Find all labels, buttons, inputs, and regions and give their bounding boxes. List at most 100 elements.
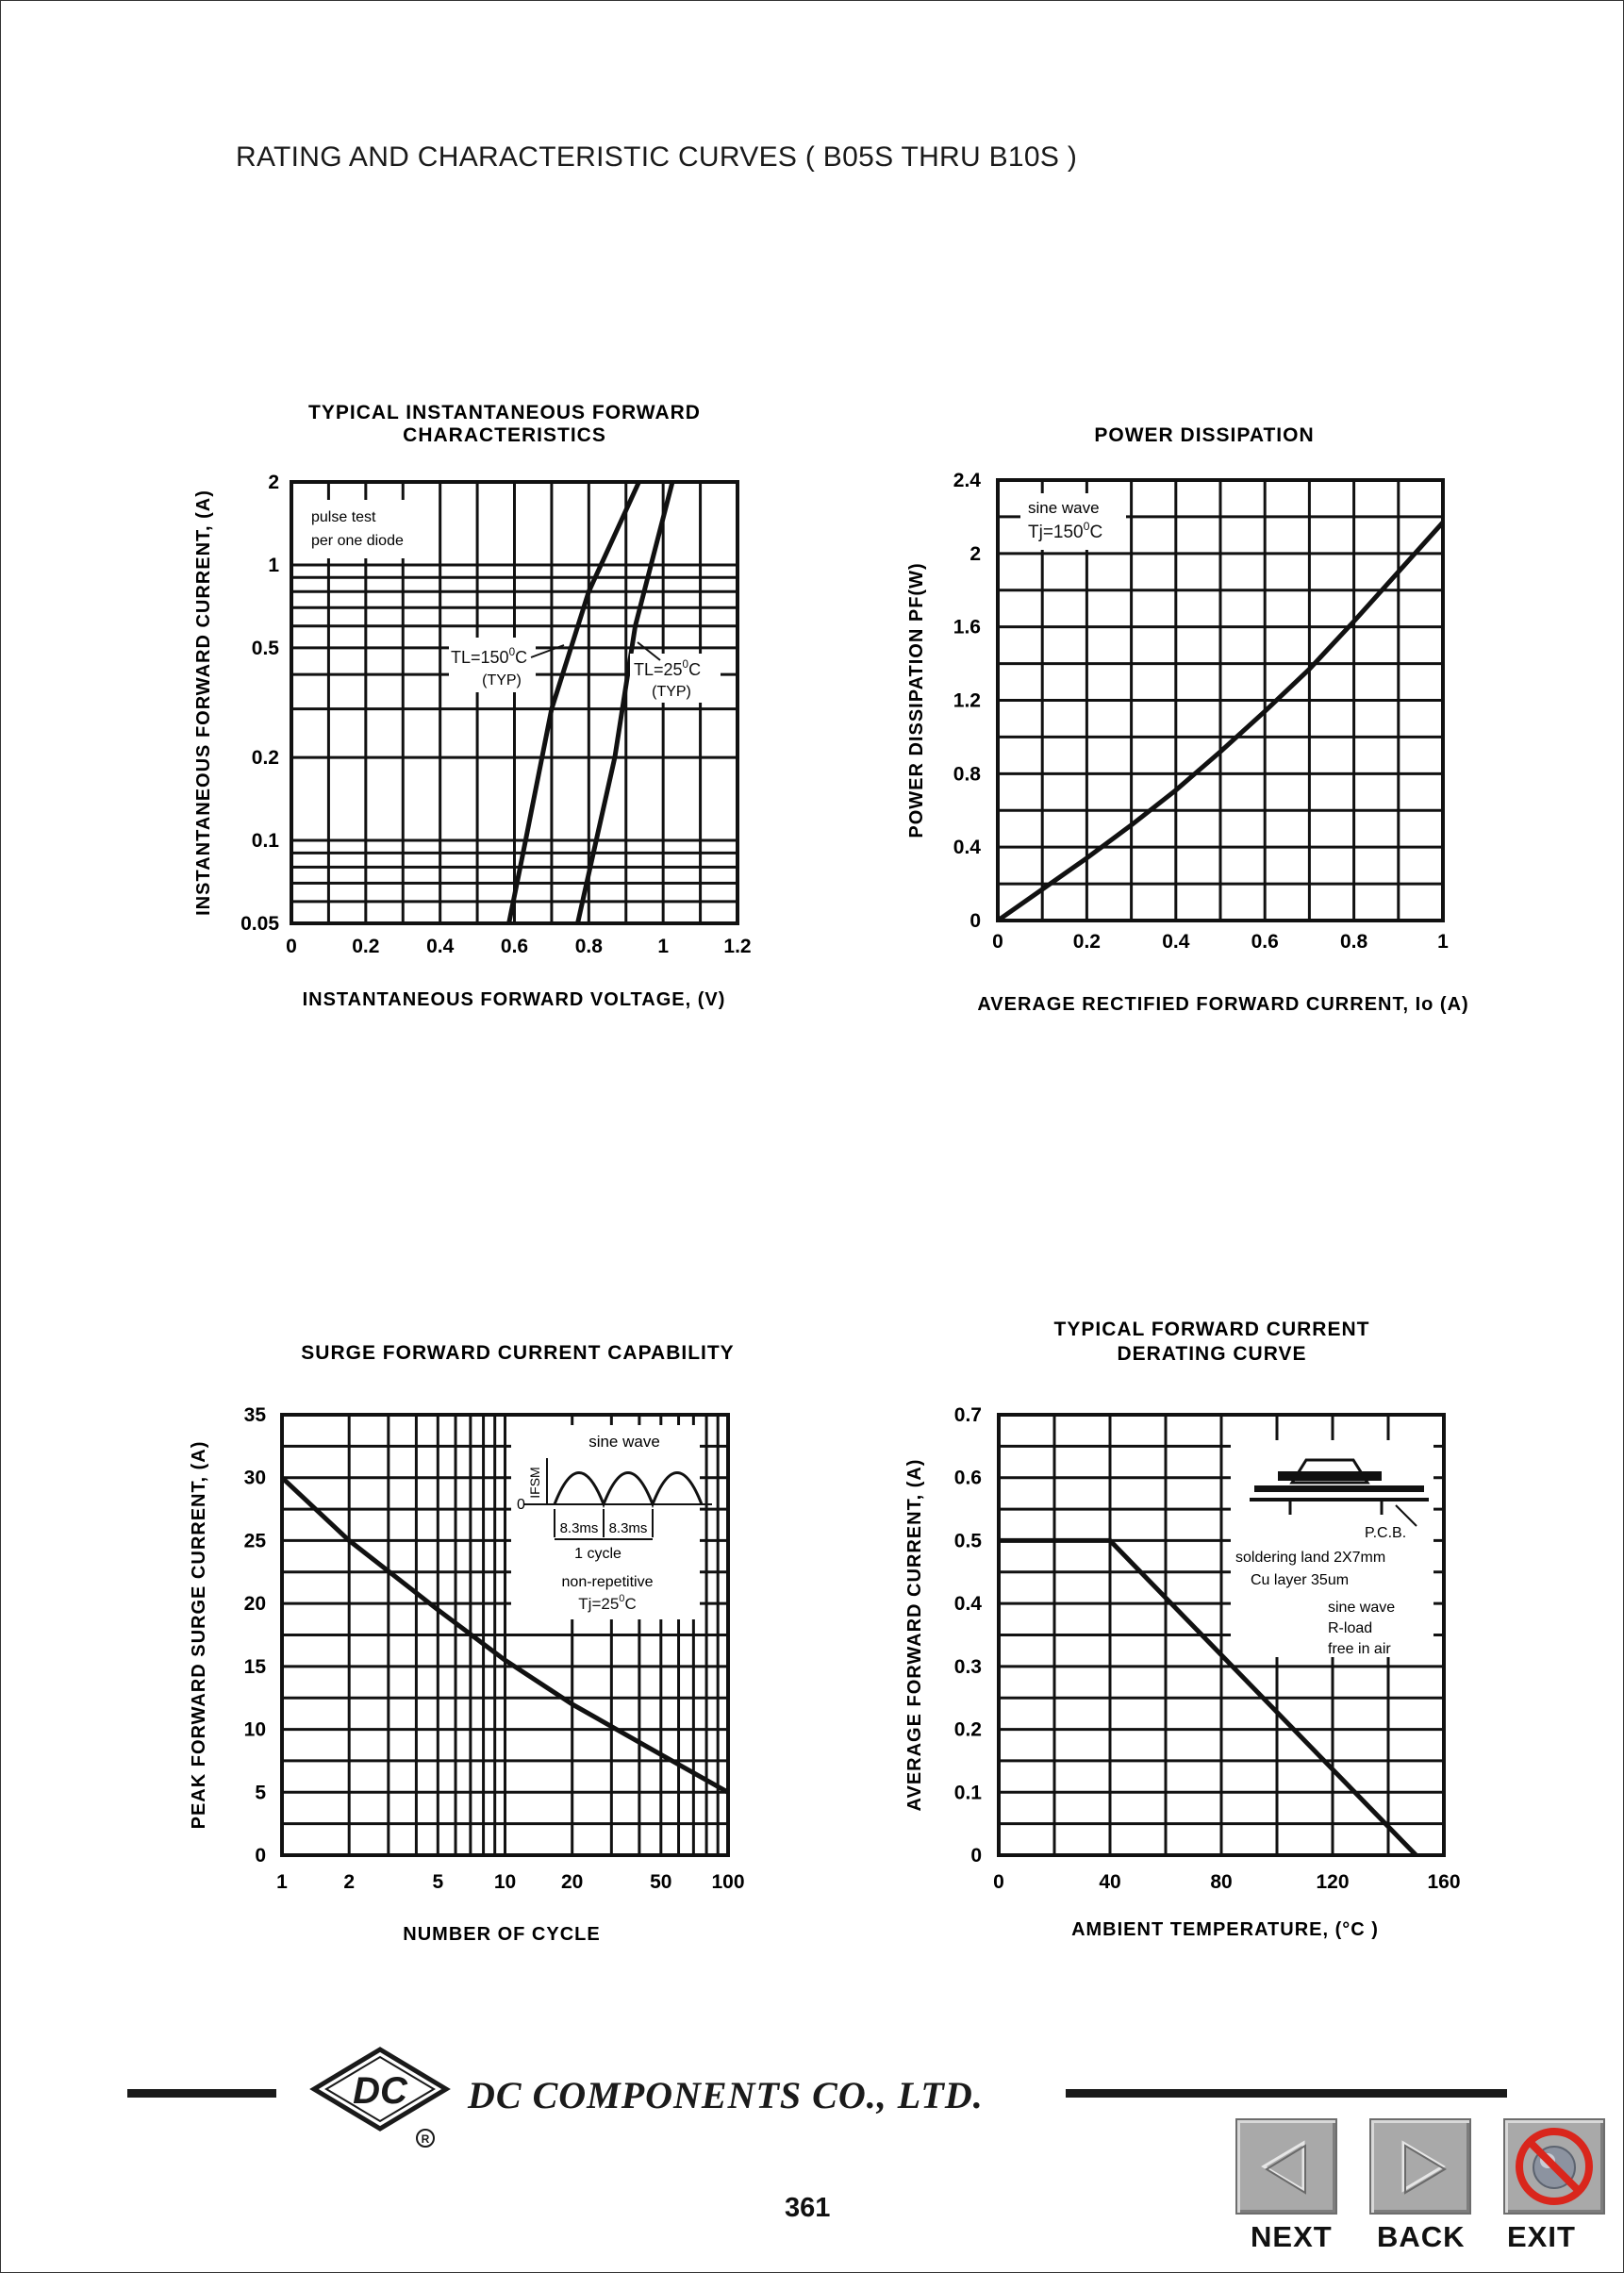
page-number: 361 [785, 2193, 831, 2223]
series-label-2-sub: (TYP) [652, 684, 691, 700]
x-tick-label: 0.2 [1073, 931, 1101, 953]
pcb-arrow [1395, 1504, 1417, 1527]
inset-text: 8.3ms [560, 1520, 599, 1536]
y-tick-label: 0.7 [954, 1404, 982, 1426]
series-line-pf [996, 521, 1445, 923]
x-tick-label: 0.6 [1251, 931, 1279, 953]
chart-title: TYPICAL INSTANTANEOUS FORWARD [308, 402, 701, 423]
note-box [1020, 493, 1126, 550]
plot-frame [997, 1413, 1446, 1857]
y-tick-label: 0.2 [252, 747, 279, 769]
chart-power: POWER DISSIPATION 0 0.2 0.4 0.6 0.8 1 0 0.4 0.8 1.… [906, 424, 1468, 1015]
chart-forward: TYPICAL INSTANTANEOUS FORWARDCHARACTERIS… [193, 402, 752, 1010]
y-tick-label: 2 [268, 472, 279, 493]
logo-text: DC [353, 2070, 408, 2112]
y-tick-label: 0 [255, 1845, 266, 1867]
note-text: pulse test [311, 509, 376, 525]
x-tick-label: 0 [993, 1871, 1004, 1893]
chart-title: TYPICAL FORWARD CURRENT [1054, 1319, 1370, 1340]
series-line-io [999, 1537, 1418, 1857]
registered-mark: R [422, 2132, 430, 2146]
y-tick-label: 35 [244, 1404, 267, 1426]
y-axis-label: INSTANTANEOUS FORWARD CURRENT, (A) [193, 489, 214, 916]
inset-text: 8.3ms [609, 1520, 648, 1536]
x-tick-label: 0.8 [575, 936, 604, 957]
y-tick-label: 0.3 [954, 1656, 982, 1678]
series-line-1 [506, 480, 641, 924]
x-tick-label: 5 [432, 1871, 443, 1893]
next-button[interactable] [1235, 2118, 1337, 2215]
plot-frame [290, 480, 739, 925]
label-arrow-2 [637, 641, 661, 661]
x-tick-label: 160 [1427, 1871, 1460, 1893]
inset-text: non-repetitive [562, 1574, 654, 1590]
y-axis-label: AVERAGE FORWARD CURRENT, (A) [904, 1459, 925, 1812]
x-tick-label: 2 [343, 1871, 355, 1893]
y-tick-label: 0 [970, 1845, 982, 1867]
y-tick-label: 0.6 [954, 1468, 982, 1489]
x-tick-label: 0.2 [352, 936, 379, 957]
inset-text: sine wave [588, 1433, 660, 1451]
back-button[interactable] [1369, 2118, 1471, 2215]
label-box [630, 654, 721, 703]
inset-text: Cu layer 35um [1251, 1572, 1349, 1588]
series-line-ifsm [280, 1475, 730, 1795]
x-tick-label: 0.8 [1340, 931, 1368, 953]
x-tick-label: 1 [276, 1871, 288, 1893]
x-tick-label: 20 [561, 1871, 583, 1893]
x-axis-label: NUMBER OF CYCLE [403, 1924, 600, 1945]
series-label-2: TL=250C [634, 658, 701, 679]
x-tick-label: 0.6 [501, 936, 528, 957]
footer-rule-right [1066, 2089, 1507, 2098]
label-arrow-1 [530, 644, 565, 658]
chart-title: DERATING CURVE [1117, 1343, 1306, 1365]
inset-text: P.C.B. [1365, 1525, 1406, 1541]
note-text: sine wave [1028, 499, 1100, 517]
series-label-1: TL=1500C [451, 646, 527, 667]
exit-label[interactable]: EXIT [1507, 2220, 1576, 2253]
x-tick-label: 40 [1099, 1871, 1120, 1893]
inset-text: IFSM [527, 1467, 542, 1498]
x-tick-label: 120 [1316, 1871, 1349, 1893]
inset-text: R-load [1328, 1620, 1372, 1636]
y-tick-label: 0 [969, 910, 981, 932]
exit-button[interactable] [1503, 2118, 1605, 2215]
y-axis-label: POWER DISSIPATION PF(W) [906, 562, 927, 838]
y-axis-label: PEAK FORWARD SURGE CURRENT, (A) [189, 1441, 209, 1830]
inset-box [511, 1425, 700, 1619]
sine-wave-shape [553, 1471, 704, 1509]
inset-text: sine wave [1328, 1600, 1395, 1616]
y-tick-label: 1.2 [953, 690, 981, 712]
exit-icon [1516, 2128, 1593, 2205]
y-tick-label: 10 [244, 1719, 266, 1741]
x-tick-label: 0.4 [426, 936, 455, 957]
next-label[interactable]: NEXT [1251, 2220, 1333, 2253]
x-axis-label: AMBIENT TEMPERATURE, (°C ) [1071, 1919, 1379, 1940]
plot-frame [996, 478, 1445, 922]
series-label-1-sub: (TYP) [482, 672, 522, 689]
chart-title: POWER DISSIPATION [1094, 424, 1314, 446]
inset-text: 1 cycle [574, 1546, 621, 1562]
y-tick-label: 1.6 [953, 617, 981, 639]
series-line-2 [575, 481, 675, 924]
note-text: per one diode [311, 533, 404, 549]
x-tick-label: 1.2 [723, 936, 751, 957]
plot-frame [280, 1413, 730, 1857]
dc-logo: DC R [309, 2047, 451, 2148]
pcb-layer-shape [1250, 1498, 1429, 1502]
x-tick-label: 1 [657, 936, 669, 957]
y-tick-label: 0.5 [252, 638, 280, 659]
x-axis-label: AVERAGE RECTIFIED FORWARD CURRENT, Io (A… [977, 994, 1468, 1015]
chart-title: CHARACTERISTICS [403, 424, 606, 446]
y-tick-label: 15 [244, 1656, 267, 1678]
y-tick-label: 0.8 [953, 763, 982, 785]
company-name: DC COMPONENTS CO., LTD. [468, 2074, 984, 2116]
x-tick-label: 50 [650, 1871, 671, 1893]
y-tick-label: 0.4 [954, 1593, 983, 1615]
back-label[interactable]: BACK [1377, 2220, 1466, 2253]
y-tick-label: 0.1 [252, 830, 280, 852]
inset-text: free in air [1328, 1641, 1391, 1657]
